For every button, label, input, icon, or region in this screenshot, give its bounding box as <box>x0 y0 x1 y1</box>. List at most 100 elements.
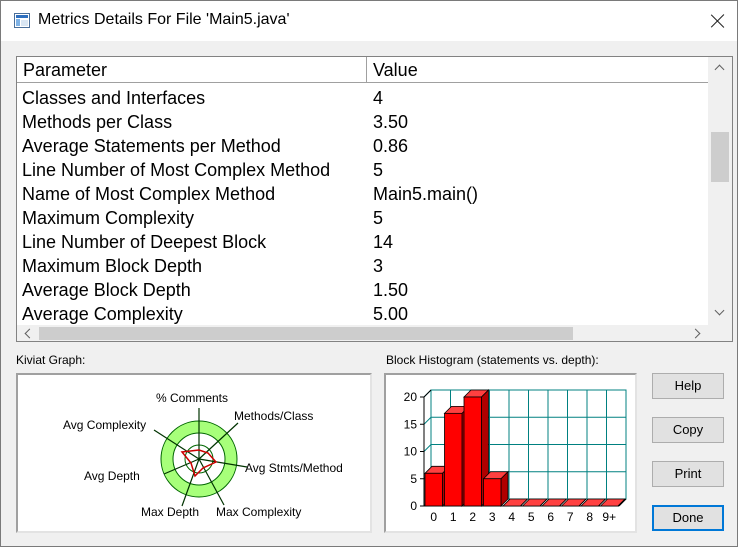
kiviat-axis-label: Methods/Class <box>234 409 313 423</box>
histogram-grid-line <box>423 444 432 452</box>
horizontal-scrollbar[interactable] <box>17 325 708 341</box>
histogram-bar-side <box>598 498 606 507</box>
histogram-y-tick-label: 20 <box>404 390 418 404</box>
parameter-cell: Maximum Complexity <box>22 208 195 228</box>
kiviat-axis-line <box>153 429 200 460</box>
histogram-bar <box>444 412 463 507</box>
histogram-bar <box>463 396 482 507</box>
histogram-x-tick-label: 0 <box>430 510 437 524</box>
histogram-bar-side <box>559 498 567 507</box>
histogram-x-tick-label: 2 <box>469 510 476 524</box>
column-header-parameter[interactable]: Parameter <box>17 57 367 82</box>
scrollbar-corner <box>708 325 732 341</box>
histogram-bar <box>424 472 443 507</box>
metrics-table[interactable]: Parameter Value Classes and Interfaces 4 M… <box>16 56 733 342</box>
histogram-grid-line <box>423 416 432 425</box>
histogram-axis-edge <box>618 498 627 507</box>
parameter-cell: Name of Most Complex Method <box>22 184 276 204</box>
table-row[interactable]: Line Number of Most Complex Method 5 <box>17 158 708 182</box>
table-row[interactable]: Classes and Interfaces 4 <box>17 86 708 110</box>
table-row[interactable]: Methods per Class 3.50 <box>17 110 708 134</box>
metrics-window-icon <box>14 13 30 28</box>
histogram-x-tick-label: 8 <box>586 510 593 524</box>
parameter-cell: Line Number of Deepest Block <box>22 232 267 252</box>
value-cell: 3.50 <box>373 112 409 132</box>
parameter-cell: Average Statements per Method <box>22 136 281 156</box>
histogram-y-tick-label: 5 <box>410 472 417 486</box>
value-cell: 5 <box>373 208 384 228</box>
kiviat-axis-line <box>198 458 225 506</box>
table-row[interactable]: Maximum Block Depth 3 <box>17 254 708 278</box>
table-row[interactable]: Average Block Depth 1.50 <box>17 278 708 302</box>
histogram-x-tick-label: 9+ <box>602 510 616 524</box>
value-cell: 5.00 <box>373 304 409 324</box>
kiviat-axis-label: Avg Depth <box>84 469 140 483</box>
done-button[interactable]: Done <box>652 505 724 531</box>
parameter-cell: Average Block Depth <box>22 280 191 300</box>
table-rows: Classes and Interfaces 4 Methods per Class… <box>17 86 708 325</box>
table-header: Parameter Value <box>17 57 708 83</box>
kiviat-axes <box>153 408 248 507</box>
value-cell: 14 <box>373 232 394 252</box>
histogram-bar <box>483 478 502 507</box>
kiviat-axis-label: Avg Stmts/Method <box>245 461 343 475</box>
kiviat-axis-line <box>198 422 239 460</box>
copy-button[interactable]: Copy <box>652 417 724 443</box>
kiviat-axis-label: % Comments <box>156 391 228 405</box>
horizontal-scroll-thumb[interactable] <box>39 327 573 340</box>
table-row[interactable]: Line Number of Deepest Block 14 <box>17 230 708 254</box>
table-row[interactable]: Average Statements per Method 0.86 <box>17 134 708 158</box>
table-row[interactable]: Maximum Complexity 5 <box>17 206 708 230</box>
print-button[interactable]: Print <box>652 461 724 487</box>
value-cell: 1.50 <box>373 280 409 300</box>
histogram-x-tick-label: 6 <box>547 510 554 524</box>
histogram-y-tick-label: 15 <box>404 417 418 431</box>
block-histogram-label: Block Histogram (statements vs. depth): <box>386 353 599 367</box>
histogram-x-tick-label: 3 <box>489 510 496 524</box>
histogram-y-tick-label: 0 <box>410 499 417 513</box>
kiviat-axis-line <box>198 458 248 468</box>
table-row[interactable]: Average Complexity 5.00 <box>17 302 708 325</box>
kiviat-graph: % Comments Methods/Class Avg Stmts/Metho… <box>16 373 372 533</box>
histogram-bar-side <box>617 498 626 507</box>
kiviat-data-polygon <box>180 449 218 478</box>
window-title: Metrics Details For File 'Main5.java' <box>38 11 290 28</box>
histogram-bar-side <box>539 498 548 507</box>
value-cell: Main5.main() <box>373 184 479 204</box>
scroll-up-arrow-icon[interactable] <box>708 57 732 79</box>
table-row[interactable]: Name of Most Complex Method Main5.main() <box>17 182 708 206</box>
kiviat-axis-label: Max Depth <box>141 505 199 519</box>
histogram-y-tick-label: 10 <box>404 445 418 459</box>
kiviat-axis-label: Avg Complexity <box>63 418 146 432</box>
parameter-cell: Classes and Interfaces <box>22 88 206 108</box>
histogram-bar-side <box>520 498 528 507</box>
scroll-left-arrow-icon[interactable] <box>17 325 37 341</box>
kiviat-axis-line <box>163 458 200 475</box>
column-header-value[interactable]: Value <box>373 60 418 80</box>
title-bar: Metrics Details For File 'Main5.java' <box>1 1 737 41</box>
histogram-x-tick-label: 7 <box>567 510 574 524</box>
parameter-cell: Average Complexity <box>22 304 183 324</box>
parameter-cell: Line Number of Most Complex Method <box>22 160 331 180</box>
close-icon[interactable] <box>701 6 735 36</box>
histogram-axis-edge <box>423 389 432 398</box>
scroll-down-arrow-icon[interactable] <box>708 303 732 325</box>
scroll-right-arrow-icon[interactable] <box>688 325 708 341</box>
kiviat-axis-line <box>181 458 200 507</box>
vertical-scroll-thumb[interactable] <box>711 132 729 182</box>
value-cell: 0.86 <box>373 136 409 156</box>
histogram-x-tick-label: 4 <box>508 510 515 524</box>
parameter-cell: Maximum Block Depth <box>22 256 203 276</box>
value-cell: 3 <box>373 256 384 276</box>
kiviat-axis-label: Max Complexity <box>216 505 301 519</box>
help-button[interactable]: Help <box>652 373 724 399</box>
parameter-cell: Methods per Class <box>22 112 173 132</box>
vertical-scrollbar[interactable] <box>708 57 732 325</box>
histogram-x-tick-label: 1 <box>450 510 457 524</box>
kiviat-graph-svg: % Comments Methods/Class Avg Stmts/Metho… <box>63 391 343 519</box>
value-cell: 5 <box>373 160 384 180</box>
histogram-bar-side <box>578 498 587 507</box>
histogram-x-tick-label: 5 <box>528 510 535 524</box>
